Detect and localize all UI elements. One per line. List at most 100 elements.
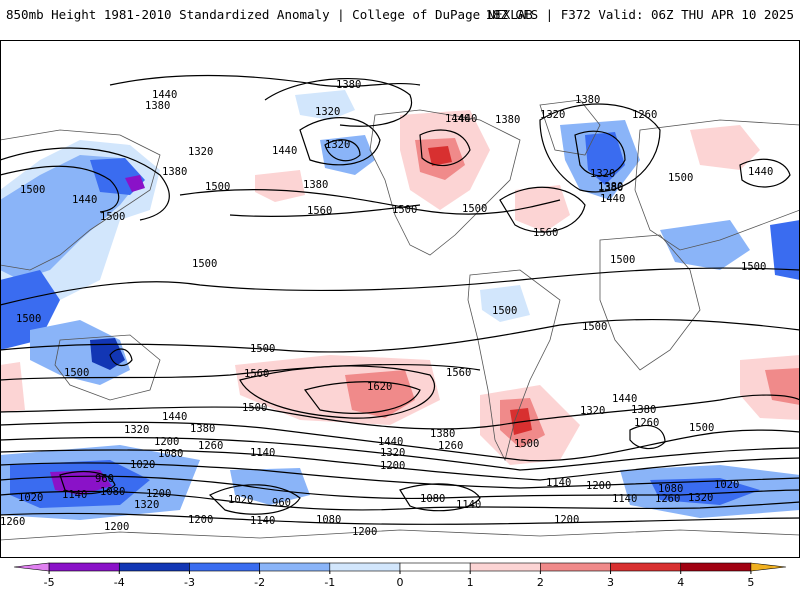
contour-label: 1260 xyxy=(0,516,25,528)
color-scale-tick-label: 5 xyxy=(747,576,755,589)
contour-line xyxy=(0,462,800,489)
contour-label: 1200 xyxy=(352,526,377,538)
contour-label: 1320 xyxy=(188,146,213,158)
contour-label: 1500 xyxy=(100,211,125,223)
contour-label: 1080 xyxy=(100,486,125,498)
contour-line xyxy=(239,365,436,419)
anomaly-area-australia-west xyxy=(30,320,130,385)
title-bar: 850mb Height 1981-2010 Standardized Anom… xyxy=(0,0,800,30)
anomaly-area-east-asia-vortex xyxy=(125,175,145,192)
contour-label: 1320 xyxy=(540,109,565,121)
contour-label: 1500 xyxy=(16,313,41,325)
contour-label: 1260 xyxy=(438,440,463,452)
color-scale-tick-label: -4 xyxy=(113,576,125,589)
contour-label: 1500 xyxy=(668,172,693,184)
contour-label: 1500 xyxy=(492,305,517,317)
contour-label: 1080 xyxy=(658,483,683,495)
anomaly-area-russia xyxy=(660,220,750,270)
color-scale-tick-label: -3 xyxy=(183,576,195,589)
height-contours xyxy=(0,74,800,525)
color-scale-bin xyxy=(750,562,787,572)
color-scale-tick-label: 0 xyxy=(396,576,404,589)
contour-line xyxy=(0,475,800,500)
contour-label: 1440 xyxy=(612,393,637,405)
contour-line xyxy=(0,490,800,511)
contour-line xyxy=(574,130,626,177)
contour-label: 1380 xyxy=(495,114,520,126)
contour-label: 1620 xyxy=(367,381,392,393)
contour-label: 1080 xyxy=(420,493,445,505)
contour-label: 1440 xyxy=(445,113,470,125)
contour-label: 1140 xyxy=(546,477,571,489)
contour-label: 1500 xyxy=(610,254,635,266)
contour-label: 1500 xyxy=(242,402,267,414)
contour-label: 1260 xyxy=(655,493,680,505)
contour-label: 1020 xyxy=(228,494,253,506)
color-scale-bar xyxy=(13,562,787,574)
color-scale-bin xyxy=(259,562,331,572)
contour-label: 1500 xyxy=(741,261,766,273)
contour-label: 1140 xyxy=(250,447,275,459)
contour-label: 1380 xyxy=(631,404,656,416)
coastline-australia xyxy=(54,334,161,401)
anomaly-area-europe xyxy=(690,125,760,170)
contour-label: 1200 xyxy=(586,480,611,492)
color-scale-tick-label: 4 xyxy=(677,576,685,589)
contour-label: 1200 xyxy=(380,460,405,472)
contour-line xyxy=(399,483,481,512)
contour-label: 1440 xyxy=(272,145,297,157)
contour-line xyxy=(0,421,800,462)
contour-line xyxy=(629,425,666,450)
contour-line xyxy=(499,186,586,233)
contour-label: 1380 xyxy=(336,79,361,91)
contour-line xyxy=(0,318,800,353)
contour-line xyxy=(208,484,301,515)
contour-label: 1380 xyxy=(430,428,455,440)
contour-label: 1500 xyxy=(205,181,230,193)
contour-line xyxy=(324,139,361,162)
contour-label: 1500 xyxy=(462,203,487,215)
contour-line xyxy=(0,147,170,221)
contour-line xyxy=(59,470,116,495)
positive-anomaly-shading xyxy=(0,110,800,465)
contour-label: 1440 xyxy=(452,113,477,125)
contour-label: 1380 xyxy=(575,94,600,106)
contour-label: 1500 xyxy=(20,184,45,196)
contour-label: 1380 xyxy=(162,166,187,178)
contour-label: 1320 xyxy=(325,139,350,151)
color-scale-bin xyxy=(13,562,50,572)
contour-labels: 1380 1440 1380 1320 1440 1380 1320 1260 … xyxy=(0,79,773,538)
contour-label: 1500 xyxy=(192,258,217,270)
contour-label: 1440 xyxy=(748,166,773,178)
contour-label: 1080 xyxy=(316,514,341,526)
contour-label: 1320 xyxy=(688,492,713,504)
coastline-greenland xyxy=(539,99,601,156)
color-scale-bin xyxy=(48,562,120,572)
contour-label: 1500 xyxy=(64,367,89,379)
contour-label: 1500 xyxy=(582,321,607,333)
contour-label: 1200 xyxy=(146,488,171,500)
anomaly-area-southern-ocean-east-core xyxy=(650,478,760,505)
anomaly-area-south-pacific-light xyxy=(480,285,530,322)
contour-line xyxy=(0,436,800,471)
coastline-east-asia xyxy=(0,129,161,271)
color-scale-bin xyxy=(399,562,471,572)
color-scale-legend: -5 -4 -3 -2 -1 0 1 2 3 4 5 xyxy=(0,560,800,600)
color-scale-tick-label: -5 xyxy=(43,576,55,589)
contour-label: 1380 xyxy=(598,182,623,194)
contour-label: 1560 xyxy=(533,227,558,239)
contour-label: 1260 xyxy=(198,440,223,452)
contour-label: 1260 xyxy=(632,109,657,121)
map-panel: 1380 1440 1380 1320 1440 1380 1320 1260 … xyxy=(0,40,800,558)
anomaly-area-north-america-deep xyxy=(428,146,452,166)
contour-label: 1560 xyxy=(244,368,269,380)
anomaly-map: 1380 1440 1380 1320 1440 1380 1320 1260 … xyxy=(0,40,800,558)
contour-label: 1020 xyxy=(18,492,43,504)
color-scale-bin xyxy=(189,562,260,572)
coastline-south-america xyxy=(467,269,561,462)
anomaly-area-western-indian xyxy=(0,362,25,412)
color-scale-tick-label: 2 xyxy=(536,576,544,589)
contour-label: 1320 xyxy=(380,447,405,459)
coastline-antarctica xyxy=(0,529,800,541)
color-scale-bin xyxy=(118,562,190,572)
